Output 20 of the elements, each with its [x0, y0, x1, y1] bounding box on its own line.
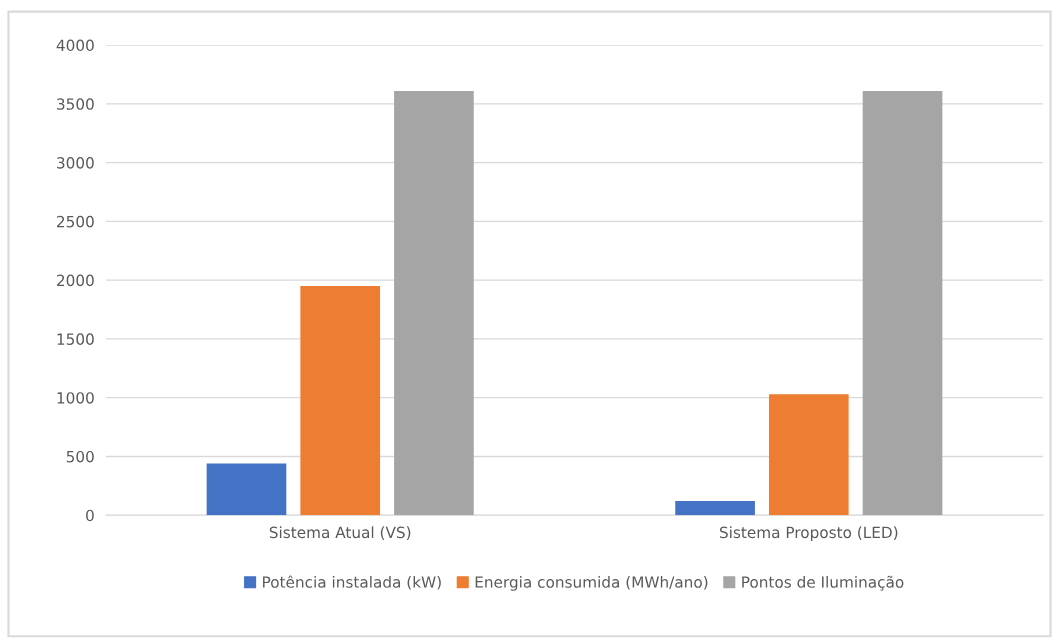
y-tick-label: 1000	[57, 392, 94, 404]
legend-label: Energia consumida (MWh/ano)	[475, 575, 708, 591]
bar	[768, 394, 849, 516]
bar	[394, 90, 474, 516]
y-tick-label: 3500	[57, 98, 94, 110]
y-tick-label: 1500	[57, 333, 94, 345]
bar	[675, 501, 755, 516]
x-tick-label: Sistema Proposto (LED)	[719, 526, 898, 542]
legend-label: Potência instalada (kW)	[263, 575, 441, 590]
legend-label: Pontos de Iluminação	[742, 575, 904, 591]
y-tick-label: 0	[86, 509, 94, 522]
y-tick-label: 3000	[57, 157, 94, 169]
bar	[862, 90, 943, 516]
y-tick-label: 2000	[57, 274, 94, 287]
y-tick-label: 2500	[57, 215, 94, 228]
bar	[206, 463, 287, 516]
x-tick-label: Sistema Atual (VS)	[269, 526, 411, 540]
y-tick-label: 4000	[56, 39, 94, 52]
bar	[300, 286, 381, 516]
y-tick-label: 500	[66, 450, 94, 463]
